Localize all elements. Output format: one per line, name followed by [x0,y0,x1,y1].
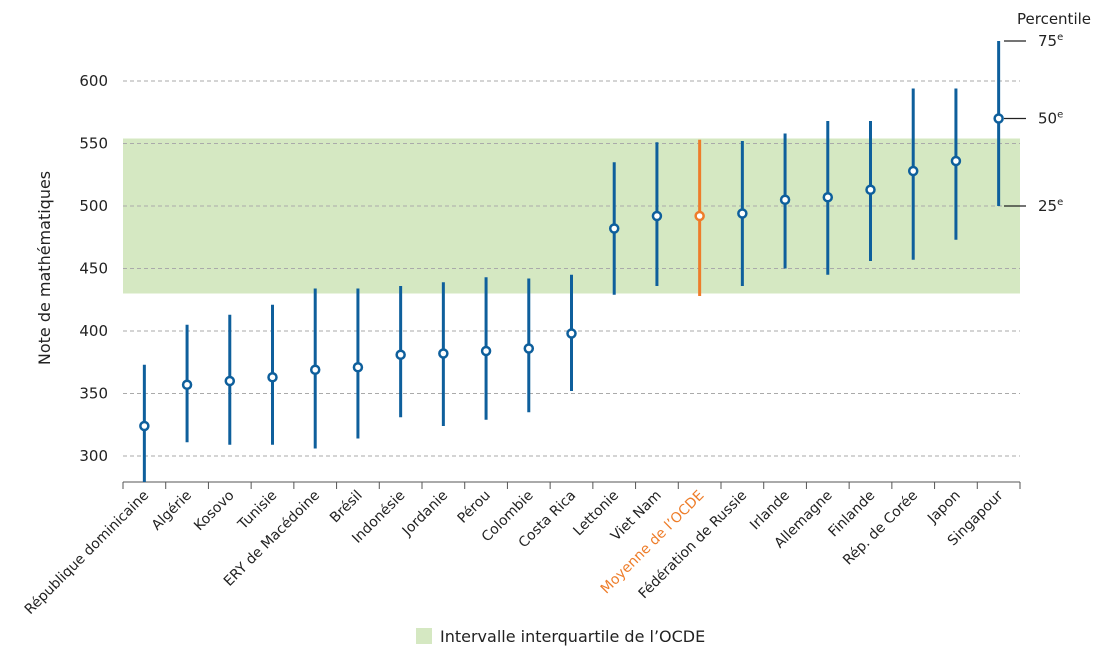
category-label: Brésil [327,488,366,527]
percentile-legend-label: 25e [1038,197,1063,215]
y-tick-label: 450 [79,260,108,278]
median-marker [438,348,449,359]
percentile-legend-label: 50e [1038,110,1063,128]
median-marker [779,194,791,205]
median-marker [267,372,278,383]
category-label: Jordanie [399,488,451,540]
median-marker [694,210,705,222]
category-label: Rép. de Corée [840,488,921,569]
median-marker [523,343,535,354]
category-label: Kosovo [191,488,238,535]
median-marker [737,208,748,219]
x-axis-ticks [122,482,1021,489]
y-tick-label: 350 [79,385,108,403]
median-marker [224,375,236,387]
category-label: Algérie [149,488,195,534]
median-marker [950,155,962,167]
y-axis-ticks: 300 350 400 450 500 550 600 [79,72,108,465]
band-legend-swatch [416,628,432,644]
median-marker [907,165,919,177]
category-label: Pérou [455,488,494,527]
y-tick-label: 600 [79,72,108,90]
median-marker [395,349,406,360]
median-marker [139,420,150,432]
median-marker [822,192,834,203]
median-marker [352,362,364,373]
y-axis-title: Note de mathématiques [35,171,54,365]
median-marker [566,328,577,339]
category-labels: République dominicaineAlgérieKosovoTunis… [22,487,1007,618]
median-marker [865,184,876,195]
category-label: République dominicaine [22,488,152,618]
median-marker [480,345,492,357]
median-marker [651,210,663,222]
percentile-legend: Percentile 75e 50e 25e [1004,10,1091,215]
y-tick-label: 400 [79,322,108,340]
percentile-legend-title: Percentile [1017,10,1091,28]
category-label: Japon [924,488,964,528]
y-tick-label: 500 [79,197,108,215]
median-marker [309,364,321,375]
median-marker [993,113,1004,124]
median-marker [181,379,193,390]
median-marker [608,223,620,234]
band-legend-label: Intervalle interquartile de l’OCDE [440,627,705,646]
band-legend: Intervalle interquartile de l’OCDE [416,627,705,646]
percentile-legend-label: 75e [1038,32,1063,50]
band-rect [123,138,1020,294]
y-tick-label: 550 [79,135,108,153]
percentile-ranges [139,41,1004,482]
y-tick-label: 300 [79,447,108,465]
interquartile-band [123,138,1020,294]
